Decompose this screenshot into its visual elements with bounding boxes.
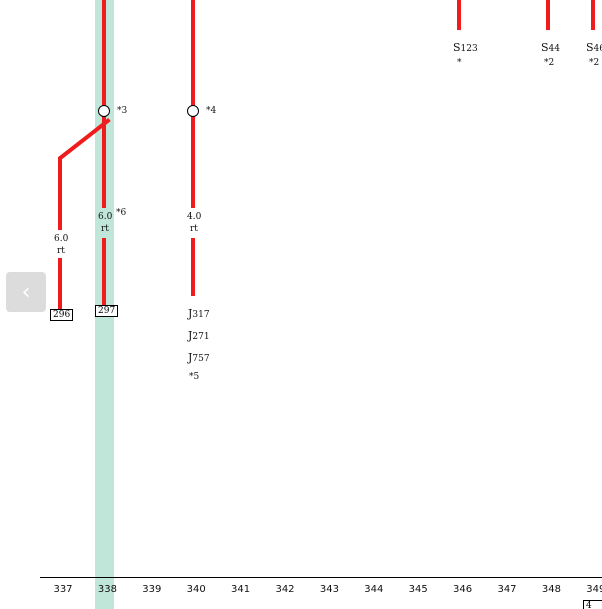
top-station-348: S44 (541, 41, 560, 54)
junction-note-340: *4 (206, 106, 217, 116)
top-station-note-349: *2 (589, 58, 600, 68)
line-340-middle (191, 112, 195, 208)
segment-unit-337: rt (57, 246, 65, 256)
x-axis-tick-label: 347 (497, 584, 517, 595)
corner-box: 4 (583, 600, 602, 609)
line-340-upper (191, 0, 195, 108)
top-station-note-346: * (457, 58, 462, 68)
prev-button[interactable]: ‹ (6, 272, 46, 312)
line-338-upper (102, 0, 106, 110)
x-axis-tick-label: 349 (586, 584, 602, 595)
line-337-upper (58, 157, 62, 230)
x-axis-tick-label: 344 (364, 584, 384, 595)
segment-box-338: 297 (95, 305, 119, 317)
x-axis-tick-label: 346 (453, 584, 473, 595)
line-349-top (591, 0, 595, 30)
line-348-top (546, 0, 550, 30)
x-axis-line (40, 577, 602, 578)
line-338-middle (102, 112, 106, 208)
x-axis-tick-label: 340 (186, 584, 206, 595)
line-340-lower (191, 238, 195, 296)
x-axis-tick-label: 339 (142, 584, 162, 595)
x-axis-tick-label: 342 (275, 584, 295, 595)
segment-unit-338: rt (101, 224, 109, 234)
segment-note-338: *6 (116, 208, 127, 218)
station-label: J271 (188, 329, 210, 342)
segment-value-340: 4.0 (187, 212, 202, 222)
station-note-340: *5 (189, 372, 200, 382)
line-337-lower (58, 258, 62, 310)
x-axis-tick-label: 341 (231, 584, 251, 595)
chevron-left-icon: ‹ (21, 279, 31, 305)
x-axis-tick-label: 345 (408, 584, 428, 595)
x-axis-tick-label: 343 (319, 584, 339, 595)
segment-box-337: 296 (50, 309, 74, 321)
segment-value-337: 6.0 (54, 234, 69, 244)
top-station-note-348: *2 (544, 58, 555, 68)
x-axis-tick-label: 348 (541, 584, 561, 595)
top-station-346: S123 (453, 41, 478, 54)
segment-unit-340: rt (190, 224, 198, 234)
x-axis-tick-label: 337 (53, 584, 73, 595)
x-axis-tick-label: 338 (97, 584, 117, 595)
line-338-lower (102, 238, 106, 308)
station-label: J757 (188, 351, 210, 364)
station-label: J317 (188, 307, 210, 320)
junction-node-340 (187, 105, 199, 117)
segment-value-338: 6.0 (98, 212, 113, 222)
top-station-349: S46 (586, 41, 602, 54)
line-346-top (457, 0, 461, 30)
junction-node-338 (98, 105, 110, 117)
junction-note-338: *3 (117, 106, 128, 116)
